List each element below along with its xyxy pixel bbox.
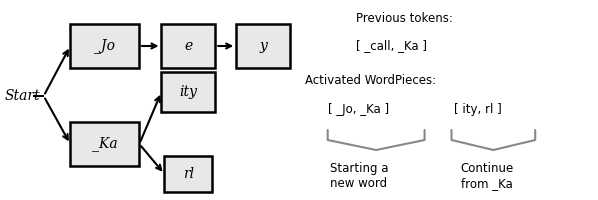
Text: ity: ity: [179, 85, 197, 99]
Text: Starting a
new word: Starting a new word: [329, 162, 388, 190]
Text: [ ity, rl ]: [ ity, rl ]: [454, 104, 502, 116]
FancyBboxPatch shape: [164, 156, 212, 192]
Text: [ _call, _Ka ]: [ _call, _Ka ]: [356, 40, 427, 52]
Text: Activated WordPieces:: Activated WordPieces:: [305, 73, 436, 86]
Text: y: y: [259, 39, 267, 53]
FancyBboxPatch shape: [71, 24, 139, 68]
Text: Continue
from _Ka: Continue from _Ka: [460, 162, 514, 190]
Text: Start: Start: [5, 89, 41, 103]
FancyBboxPatch shape: [161, 72, 215, 112]
FancyBboxPatch shape: [71, 122, 139, 166]
Text: _Ka: _Ka: [92, 137, 117, 151]
Text: _Jo: _Jo: [94, 39, 115, 53]
Text: Previous tokens:: Previous tokens:: [356, 11, 453, 24]
FancyBboxPatch shape: [236, 24, 290, 68]
Text: e: e: [184, 39, 193, 53]
Text: [ _Jo, _Ka ]: [ _Jo, _Ka ]: [328, 104, 389, 116]
FancyBboxPatch shape: [161, 24, 215, 68]
Text: rl: rl: [183, 167, 194, 181]
